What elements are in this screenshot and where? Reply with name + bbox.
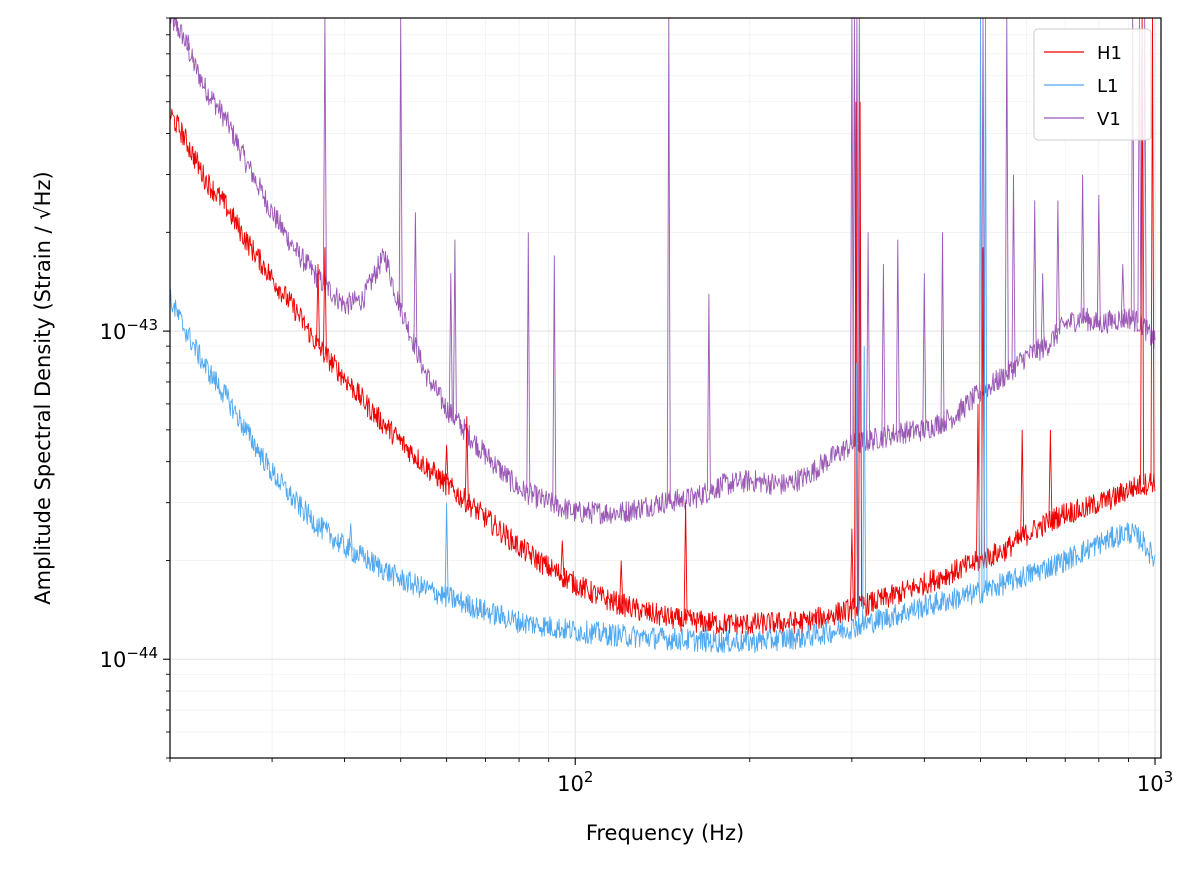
spectral-line xyxy=(706,293,711,492)
spectral-line xyxy=(552,255,557,505)
spectral-line xyxy=(444,502,449,597)
spectral-line xyxy=(1130,18,1135,320)
spectral-line xyxy=(1004,18,1009,374)
series-L1 xyxy=(170,18,1156,654)
spectral-line xyxy=(854,362,859,627)
legend: H1 L1 V1 xyxy=(1033,28,1152,141)
spectral-line xyxy=(448,273,453,414)
spectral-line xyxy=(348,523,353,551)
spectral-line xyxy=(849,528,854,610)
spectral-line xyxy=(1032,200,1037,352)
spectral-line xyxy=(1142,18,1147,329)
legend-box xyxy=(1033,28,1152,141)
x-tick-label: 102 xyxy=(557,768,593,796)
spectral-line xyxy=(444,444,449,485)
spectral-line xyxy=(186,34,191,50)
spectral-line xyxy=(1120,264,1125,319)
spectral-line xyxy=(895,239,900,433)
tick-label-exponent: 2 xyxy=(584,768,594,786)
legend-item-H1: H1 xyxy=(1044,43,1122,64)
spectral-line xyxy=(983,18,988,591)
spectral-line xyxy=(1011,174,1016,368)
spectral-line xyxy=(1096,194,1101,325)
spectral-line xyxy=(413,212,418,348)
y-axis-label: Amplitude Spectral Density (Strain / √Hz… xyxy=(31,171,55,604)
spectral-line xyxy=(1048,429,1053,521)
x-tick-label: 103 xyxy=(1137,768,1173,796)
series-layer xyxy=(170,18,1156,654)
spectral-line xyxy=(858,101,863,607)
spectral-line xyxy=(316,264,320,347)
legend-label: L1 xyxy=(1097,76,1118,97)
spectral-line xyxy=(1150,18,1155,482)
spectral-line xyxy=(1040,273,1045,349)
spectral-line xyxy=(1080,174,1085,318)
spectral-line xyxy=(978,18,983,593)
tick-label-base: 10 xyxy=(100,320,127,344)
plot-frame xyxy=(169,17,1162,759)
series-line-V1 xyxy=(170,18,1156,525)
spectral-line xyxy=(464,416,469,502)
spectral-line xyxy=(1020,429,1025,538)
legend-item-L1: L1 xyxy=(1044,76,1118,97)
spectral-line xyxy=(452,239,457,419)
spectral-line xyxy=(683,502,688,621)
spectral-line xyxy=(560,540,565,576)
spectral-line xyxy=(1137,18,1142,323)
spectral-line xyxy=(526,232,531,494)
spectral-line xyxy=(881,264,886,437)
y-tick-label: 10−43 xyxy=(100,316,158,344)
tick-label-base: 10 xyxy=(1137,772,1164,796)
y-tick-label: 10−44 xyxy=(100,644,158,672)
spectral-line xyxy=(322,247,327,355)
spectral-line xyxy=(322,18,327,286)
legend-label: V1 xyxy=(1097,109,1121,130)
spectral-line xyxy=(981,18,985,391)
legend-label: H1 xyxy=(1097,43,1122,64)
spectral-line xyxy=(849,18,854,445)
spectral-line xyxy=(1140,18,1145,485)
spectral-line xyxy=(619,560,624,605)
legend-item-V1: V1 xyxy=(1044,109,1121,130)
spectral-line xyxy=(862,346,867,625)
series-line-H1 xyxy=(170,108,1156,636)
spectral-line xyxy=(866,232,871,441)
series-line-L1 xyxy=(170,289,1156,654)
tick-label-exponent: −43 xyxy=(126,316,158,334)
spectral-line xyxy=(922,273,927,430)
tick-label-base: 10 xyxy=(557,772,584,796)
grid xyxy=(169,17,1161,759)
spectral-line xyxy=(174,18,179,27)
spectral-line xyxy=(940,232,945,422)
spectral-line xyxy=(666,18,671,502)
x-axis-label: Frequency (Hz) xyxy=(586,821,744,845)
tick-label-exponent: 3 xyxy=(1164,768,1174,786)
spectral-line xyxy=(431,461,436,474)
spectral-line xyxy=(398,18,403,308)
tick-label-base: 10 xyxy=(100,648,127,672)
tick-label-exponent: −44 xyxy=(126,644,158,662)
series-V1 xyxy=(170,18,1156,525)
spectral-line xyxy=(1055,200,1060,333)
